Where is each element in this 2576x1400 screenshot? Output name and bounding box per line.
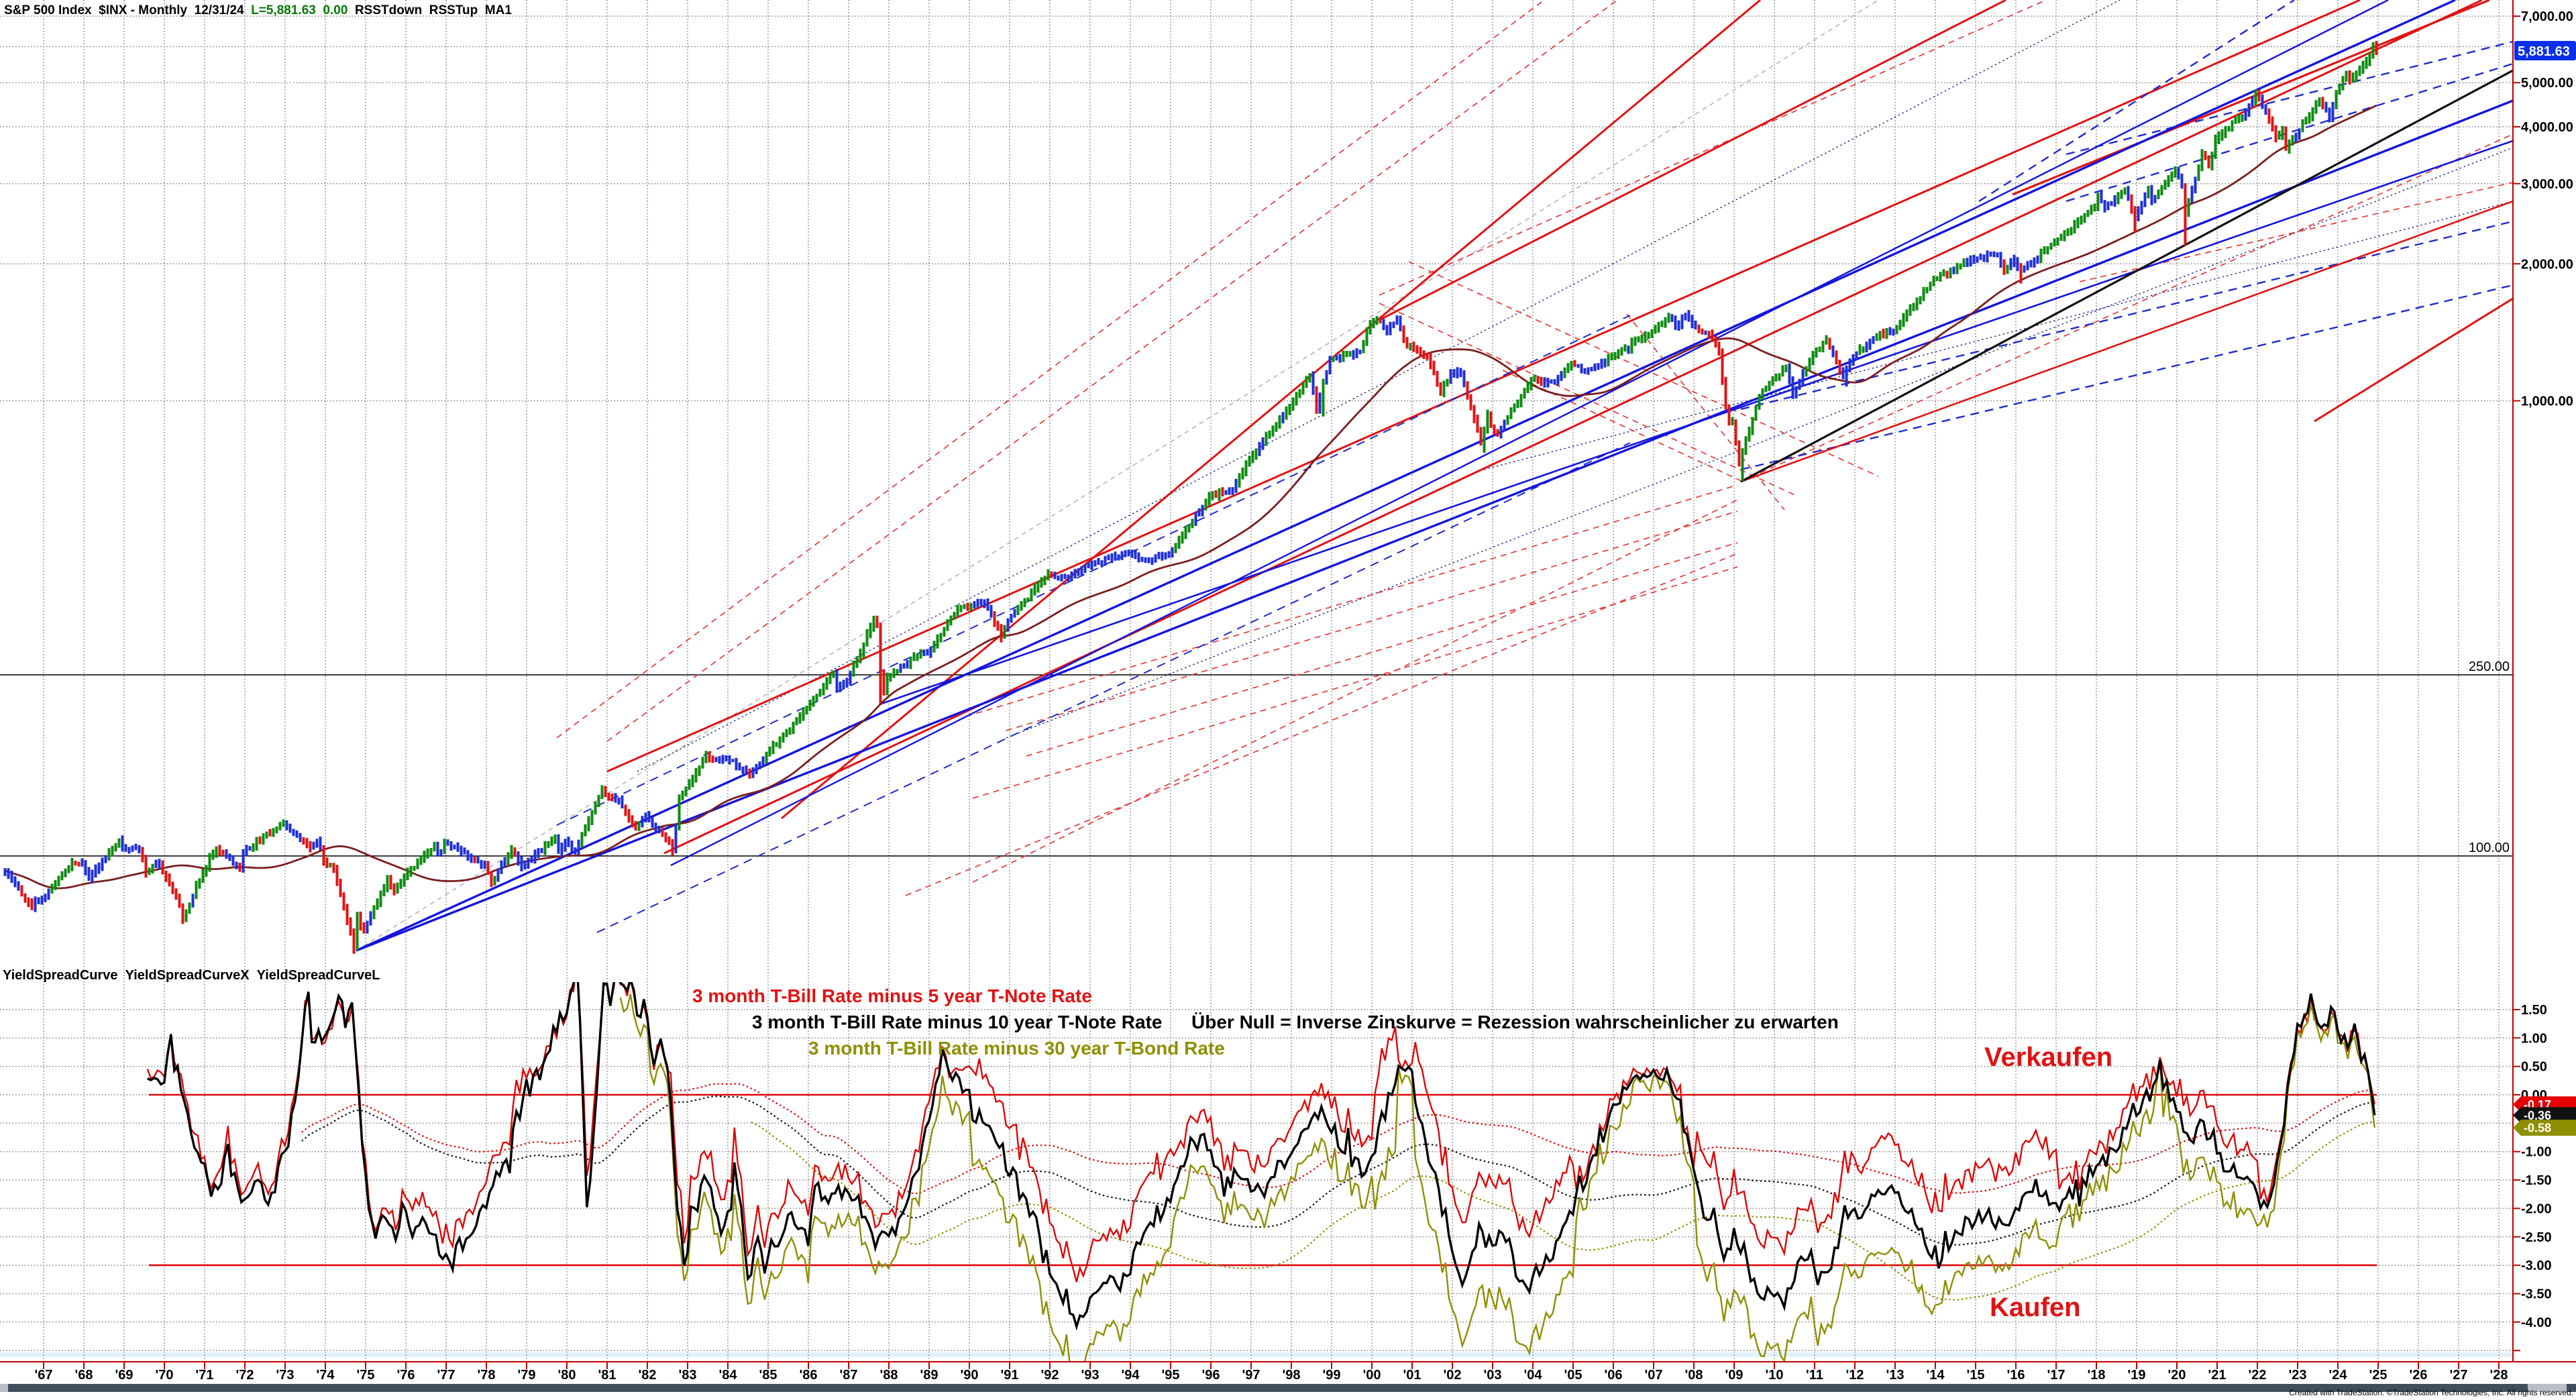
svg-text:'11: '11	[1806, 1368, 1823, 1383]
svg-text:'17: '17	[2047, 1368, 2065, 1383]
svg-text:3 month T-Bill Rate minus 5 ye: 3 month T-Bill Rate minus 5 year T-Note …	[692, 985, 1092, 1006]
svg-text:'18: '18	[2087, 1368, 2105, 1383]
svg-text:'80: '80	[557, 1368, 576, 1383]
svg-text:'08: '08	[1684, 1368, 1703, 1383]
svg-text:'85: '85	[759, 1368, 777, 1383]
svg-text:'22: '22	[2248, 1368, 2266, 1383]
svg-text:7,000.00: 7,000.00	[2521, 9, 2573, 24]
svg-text:S&P 500 Index $INX - Monthly: S&P 500 Index $INX - Monthly 12/31/24 L=…	[4, 3, 512, 17]
svg-text:'86: '86	[799, 1368, 817, 1383]
svg-text:-4.00: -4.00	[2521, 1315, 2552, 1330]
svg-text:250.00: 250.00	[2469, 659, 2510, 674]
svg-text:'69: '69	[115, 1368, 133, 1383]
svg-text:'09: '09	[1725, 1368, 1743, 1383]
svg-text:'70: '70	[155, 1368, 173, 1383]
svg-text:-0.36: -0.36	[2524, 1109, 2551, 1122]
svg-text:-1.00: -1.00	[2521, 1145, 2552, 1160]
svg-text:'23: '23	[2288, 1368, 2306, 1383]
svg-text:-3.00: -3.00	[2521, 1258, 2552, 1273]
svg-text:'19: '19	[2127, 1368, 2145, 1383]
svg-text:-1.50: -1.50	[2521, 1173, 2552, 1188]
svg-text:YieldSpreadCurve YieldSpreadC: YieldSpreadCurve YieldSpreadCurveX Yield…	[3, 968, 380, 983]
svg-text:'01: '01	[1403, 1368, 1421, 1383]
svg-text:Über Null = Inverse Zinskurve: Über Null = Inverse Zinskurve = Rezessio…	[1191, 1012, 1839, 1032]
svg-text:2,000.00: 2,000.00	[2521, 257, 2573, 272]
svg-text:'84: '84	[718, 1368, 737, 1383]
svg-text:'13: '13	[1886, 1368, 1904, 1383]
svg-text:'97: '97	[1242, 1368, 1260, 1383]
svg-text:'91: '91	[1000, 1368, 1018, 1383]
svg-text:-2.00: -2.00	[2521, 1201, 2552, 1216]
svg-text:'24: '24	[2328, 1368, 2347, 1383]
svg-text:'20: '20	[2167, 1368, 2186, 1383]
svg-text:-3.50: -3.50	[2521, 1287, 2552, 1302]
svg-text:0.50: 0.50	[2521, 1060, 2547, 1075]
svg-text:'10: '10	[1765, 1368, 1783, 1383]
svg-text:'06: '06	[1604, 1368, 1622, 1383]
svg-text:'00: '00	[1362, 1368, 1381, 1383]
svg-text:3,000.00: 3,000.00	[2521, 177, 2573, 192]
svg-text:'26: '26	[2409, 1368, 2427, 1383]
svg-text:'81: '81	[598, 1368, 616, 1383]
svg-text:5,881.63: 5,881.63	[2518, 44, 2570, 59]
svg-text:'73: '73	[276, 1368, 294, 1383]
svg-text:'96: '96	[1201, 1368, 1220, 1383]
svg-text:5,000.00: 5,000.00	[2521, 76, 2573, 91]
svg-text:'68: '68	[74, 1368, 93, 1383]
svg-text:'14: '14	[1926, 1368, 1945, 1383]
svg-text:100.00: 100.00	[2469, 841, 2510, 855]
svg-text:1.50: 1.50	[2521, 1003, 2547, 1018]
svg-text:'98: '98	[1282, 1368, 1300, 1383]
svg-text:'82: '82	[638, 1368, 656, 1383]
svg-text:'76: '76	[396, 1368, 415, 1383]
svg-text:1,000.00: 1,000.00	[2521, 394, 2573, 409]
svg-text:-2.50: -2.50	[2521, 1230, 2552, 1245]
svg-text:'04: '04	[1523, 1368, 1542, 1383]
svg-text:'88: '88	[879, 1368, 898, 1383]
svg-text:'05: '05	[1564, 1368, 1582, 1383]
svg-text:'99: '99	[1322, 1368, 1340, 1383]
svg-text:'16: '16	[2006, 1368, 2025, 1383]
svg-text:'92: '92	[1040, 1368, 1059, 1383]
svg-text:'28: '28	[2489, 1368, 2508, 1383]
svg-text:1.00: 1.00	[2521, 1031, 2547, 1046]
svg-text:'77: '77	[437, 1368, 455, 1383]
svg-text:3 month T-Bill Rate minus 10 y: 3 month T-Bill Rate minus 10 year T-Note…	[752, 1012, 1162, 1032]
svg-text:'21: '21	[2208, 1368, 2226, 1383]
svg-text:'71: '71	[195, 1368, 213, 1383]
svg-text:'07: '07	[1644, 1368, 1662, 1383]
svg-text:Created with TradeStation. ©Tr: Created with TradeStation. ©TradeStation…	[2289, 1388, 2573, 1397]
svg-text:'87: '87	[839, 1368, 857, 1383]
svg-text:'25: '25	[2369, 1368, 2387, 1383]
svg-text:'67: '67	[34, 1368, 52, 1383]
svg-text:'90: '90	[960, 1368, 978, 1383]
svg-text:Verkaufen: Verkaufen	[1984, 1042, 2112, 1072]
svg-text:'72: '72	[235, 1368, 254, 1383]
svg-text:'94: '94	[1121, 1368, 1140, 1383]
svg-text:'78: '78	[477, 1368, 495, 1383]
svg-text:'74: '74	[316, 1368, 335, 1383]
svg-text:'95: '95	[1161, 1368, 1179, 1383]
svg-text:'12: '12	[1845, 1368, 1864, 1383]
svg-text:'93: '93	[1081, 1368, 1099, 1383]
svg-text:Kaufen: Kaufen	[1990, 1293, 2081, 1322]
svg-text:-0.58: -0.58	[2524, 1122, 2551, 1135]
svg-text:'79: '79	[517, 1368, 535, 1383]
svg-text:'15: '15	[1966, 1368, 1984, 1383]
svg-text:'75: '75	[356, 1368, 374, 1383]
svg-text:'89: '89	[920, 1368, 938, 1383]
svg-text:'03: '03	[1483, 1368, 1501, 1383]
svg-text:'02: '02	[1443, 1368, 1461, 1383]
svg-text:3 month T-Bill Rate minus 30 y: 3 month T-Bill Rate minus 30 year T-Bond…	[808, 1038, 1225, 1059]
svg-text:4,000.00: 4,000.00	[2521, 120, 2573, 135]
svg-text:'27: '27	[2449, 1368, 2467, 1383]
svg-text:'83: '83	[678, 1368, 696, 1383]
